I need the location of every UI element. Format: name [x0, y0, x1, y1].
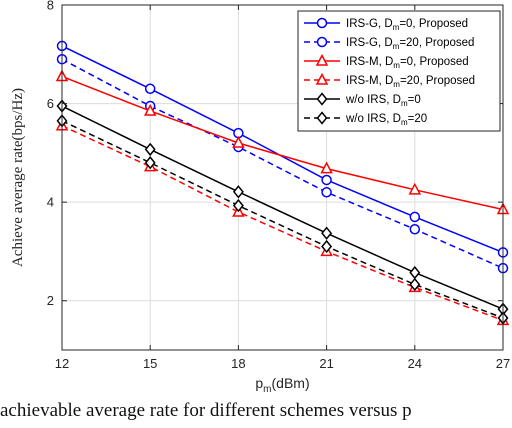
- legend-entry: IRS-G, Dm=20, Proposed: [304, 36, 474, 51]
- y-tick-label: 2: [47, 293, 54, 308]
- legend-label: w/o IRS, Dm=0: [345, 94, 421, 108]
- x-tick-label: 12: [55, 356, 69, 371]
- x-tick-label: 18: [231, 356, 245, 371]
- legend-entry: IRS-M, Dm=0, Proposed: [304, 53, 469, 70]
- series-line: [61, 120, 504, 319]
- legend-label: w/o IRS, Dm=20: [345, 113, 427, 127]
- data-point: [321, 239, 333, 254]
- series-line: [61, 105, 504, 310]
- legend-label: IRS-M, Dm=20, Proposed: [346, 75, 475, 89]
- x-tick-label: 15: [143, 356, 157, 371]
- x-tick-label: 24: [408, 356, 422, 371]
- legend-label: IRS-M, Dm=0, Proposed: [346, 56, 469, 70]
- series-line: [61, 75, 504, 211]
- data-point: [320, 161, 333, 174]
- legend-entry: w/o IRS, Dm=0: [304, 92, 421, 108]
- data-point: [409, 211, 421, 223]
- data-point: [315, 72, 329, 85]
- y-axis-label: Achieve average rate(bps/Hz): [10, 88, 26, 267]
- plot-frame: [61, 4, 504, 351]
- series: [56, 99, 509, 316]
- data-point: [316, 92, 328, 106]
- figure-caption: achievable average rate for different sc…: [0, 400, 412, 421]
- data-point: [316, 36, 328, 48]
- data-point: [321, 187, 332, 198]
- data-point: [232, 198, 244, 213]
- x-tick-label: 27: [496, 356, 510, 371]
- data-point: [316, 17, 328, 29]
- legend-label: IRS-G, Dm=20, Proposed: [346, 37, 474, 51]
- data-point: [408, 182, 422, 195]
- data-point: [409, 265, 421, 280]
- axes: [61, 4, 504, 351]
- series: [55, 118, 510, 326]
- data-point: [143, 103, 157, 116]
- data-point: [232, 135, 245, 148]
- legend-label: IRS-G, Dm=0, Proposed: [346, 18, 468, 32]
- series-line: [61, 125, 504, 322]
- y-tick-label: 6: [47, 96, 54, 111]
- data-point: [315, 53, 329, 66]
- data-point: [144, 156, 156, 170]
- data-point: [144, 142, 156, 157]
- data-point: [316, 111, 328, 125]
- x-axis-label: pm(dBm): [255, 375, 309, 395]
- series: [56, 114, 509, 325]
- legend-entry: w/o IRS, Dm=20: [304, 111, 427, 127]
- legend-entry: IRS-M, Dm=20, Proposed: [304, 72, 475, 89]
- data-point: [321, 174, 332, 186]
- legend-box: [297, 10, 501, 132]
- x-tick-label: 21: [319, 356, 333, 371]
- series-line: [61, 58, 504, 269]
- data-point: [409, 224, 421, 235]
- data-point: [232, 185, 244, 199]
- data-point: [144, 83, 156, 95]
- y-tick-label: 8: [47, 0, 54, 13]
- data-point: [321, 226, 333, 240]
- legend-entry: IRS-G, Dm=0, Proposed: [304, 17, 468, 32]
- legend: IRS-G, Dm=0, Proposed IRS-G, Dm=20, Propo…: [297, 10, 501, 132]
- data-point: [409, 277, 421, 292]
- y-tick-label: 4: [47, 195, 54, 210]
